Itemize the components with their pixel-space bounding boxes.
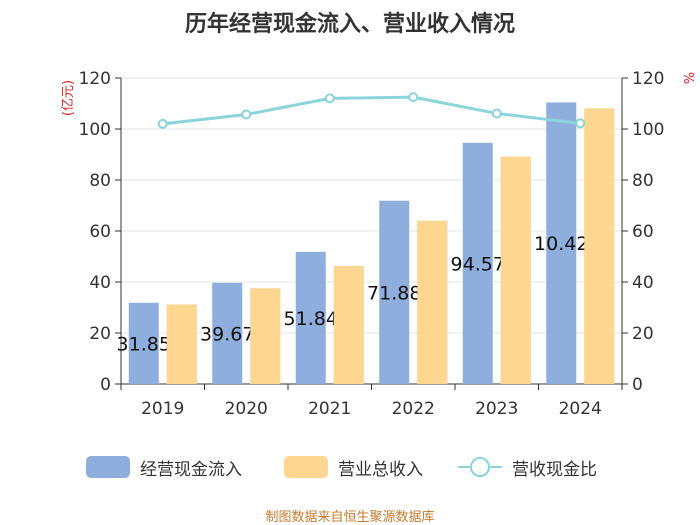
bar-cash-inflow-2019: [128, 302, 159, 384]
bar-revenue-overlay-2020: [250, 288, 281, 384]
legend-label-cash-inflow: 经营现金流入: [140, 459, 242, 480]
right-tick-label-20: 20: [632, 324, 654, 344]
bar-revenue-overlay-2024: [584, 108, 615, 384]
x-tick-label-2020: 2020: [225, 399, 268, 419]
right-tick-label-100: 100: [632, 120, 664, 140]
data-label-cash-inflow-2019: 31.85: [117, 333, 171, 355]
left-tick-label-20: 20: [89, 324, 111, 344]
x-tick-label-2022: 2022: [392, 399, 435, 419]
source-note: 制图数据来自恒生聚源数据库: [265, 510, 435, 525]
left-tick-label-120: 120: [79, 69, 111, 89]
right-tick-label-40: 40: [632, 273, 654, 293]
legend-swatch-cash-inflow: [86, 456, 130, 478]
bar-revenue-overlay-2019: [166, 304, 197, 384]
data-label-cash-inflow-2021: 51.84: [284, 308, 338, 330]
bar-cash-inflow-2020: [212, 282, 243, 384]
data-label-cash-inflow-2020: 39.67: [200, 323, 254, 345]
bar-cash-inflow-2024: [546, 102, 577, 384]
point-ratio-2024: [575, 118, 586, 129]
x-tick-label-2023: 2023: [475, 399, 518, 419]
legend-label-revenue: 营业总收入: [338, 459, 423, 480]
legend-swatch-ratio: [458, 456, 502, 478]
point-ratio-2023: [491, 108, 502, 119]
left-tick-label-60: 60: [89, 222, 111, 242]
bar-cash-inflow-2023: [462, 142, 493, 384]
legend-item-cash-inflow[interactable]: 经营现金流入: [86, 452, 242, 482]
legend-item-revenue[interactable]: 营业总收入: [284, 452, 423, 482]
left-tick-label-0: 0: [100, 375, 111, 395]
x-tick-label-2024: 2024: [559, 399, 602, 419]
left-tick-label-100: 100: [79, 120, 111, 140]
right-tick-label-120: 120: [632, 69, 664, 89]
x-tick-label-2019: 2019: [141, 399, 184, 419]
chart-title: 历年经营现金流入、营业收入情况: [184, 12, 515, 37]
right-tick-label-0: 0: [632, 375, 643, 395]
data-label-cash-inflow-2022: 71.88: [367, 282, 421, 304]
point-ratio-2022: [408, 92, 419, 103]
bar-cash-inflow-2022: [379, 200, 410, 384]
right-tick-label-60: 60: [632, 222, 654, 242]
point-ratio-2021: [324, 93, 335, 104]
bar-cash-inflow-2021: [295, 251, 326, 384]
x-tick-label-2021: 2021: [308, 399, 351, 419]
left-axis-unit: (亿元): [61, 80, 76, 116]
point-ratio-2019: [157, 118, 168, 129]
legend-swatch-revenue: [284, 456, 328, 478]
left-tick-label-80: 80: [89, 171, 111, 191]
right-axis-unit: %: [680, 72, 695, 84]
data-label-cash-inflow-2024: 10.42: [534, 233, 588, 255]
bar-revenue-overlay-2021: [333, 265, 364, 384]
legend-item-ratio[interactable]: 营收现金比: [458, 452, 597, 482]
bar-revenue-overlay-2022: [417, 220, 448, 384]
bar-revenue-overlay-2023: [500, 156, 531, 384]
line-ratio: [162, 95, 581, 126]
right-tick-label-80: 80: [632, 171, 654, 191]
data-label-cash-inflow-2023: 94.57: [451, 253, 505, 275]
legend-label-ratio: 营收现金比: [512, 459, 597, 480]
point-ratio-2020: [241, 109, 252, 120]
left-tick-label-40: 40: [89, 273, 111, 293]
legend: 经营现金流入 营业总收入 营收现金比: [0, 452, 700, 482]
